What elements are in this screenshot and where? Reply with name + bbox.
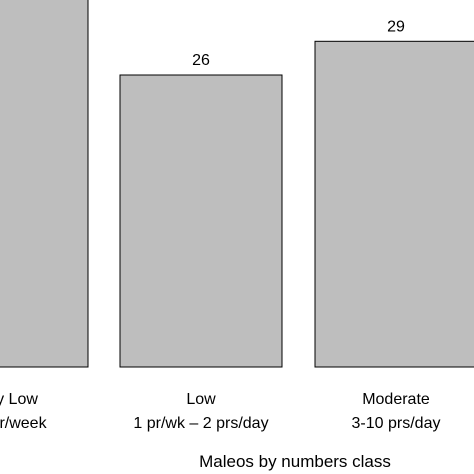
category-label-0-line-0: Very Low [0,391,38,408]
bar-0 [0,0,89,368]
category-label-2-line-1: 3-10 prs/day [352,415,441,432]
bars-group [0,0,474,368]
category-label-2-line-0: Moderate [362,391,430,408]
data-label-1: 26 [192,52,210,69]
category-tick-labels-group: Very Low < 1 pr/week Low 1 pr/wk – 2 prs/da… [0,391,440,432]
bar-2 [314,40,474,368]
category-label-1-line-1: 1 pr/wk – 2 prs/day [133,415,268,432]
data-label-2: 29 [387,18,405,35]
bar-1 [119,74,283,368]
x-axis-title: Maleos by numbers class [199,452,391,471]
category-label-0-line-1: < 1 pr/week [0,415,48,432]
value-labels-group: 332629 [192,18,405,69]
category-label-1-line-0: Low [186,391,216,408]
